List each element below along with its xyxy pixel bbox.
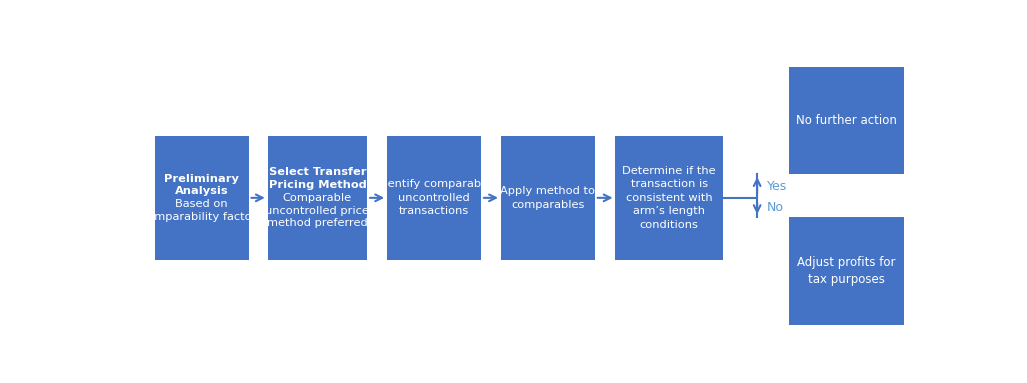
Text: Identify comparable
uncontrolled
transactions: Identify comparable uncontrolled transac… [377, 179, 491, 216]
Text: No further action: No further action [796, 114, 898, 127]
Text: Adjust profits for
tax purposes: Adjust profits for tax purposes [797, 255, 896, 286]
Text: Based on: Based on [176, 199, 228, 209]
Text: Apply method to
comparables: Apply method to comparables [500, 186, 596, 210]
Text: No: No [767, 201, 784, 214]
FancyBboxPatch shape [155, 136, 249, 260]
FancyBboxPatch shape [615, 136, 723, 260]
Text: method preferred: method preferred [267, 218, 368, 228]
FancyBboxPatch shape [268, 136, 368, 260]
FancyBboxPatch shape [789, 217, 905, 325]
Text: Analysis: Analysis [175, 187, 228, 196]
Text: comparability factors: comparability factors [141, 212, 262, 222]
FancyBboxPatch shape [501, 136, 595, 260]
Text: uncontrolled price: uncontrolled price [265, 206, 370, 216]
Text: Yes: Yes [767, 180, 787, 193]
FancyBboxPatch shape [789, 67, 905, 174]
Text: Comparable: Comparable [282, 193, 352, 203]
Text: Determine if the
transaction is
consistent with
arm’s length
conditions: Determine if the transaction is consiste… [622, 165, 716, 230]
Text: Select Transfer: Select Transfer [269, 167, 367, 177]
FancyBboxPatch shape [387, 136, 481, 260]
Text: Pricing Method: Pricing Method [268, 180, 367, 190]
Text: Preliminary: Preliminary [164, 174, 239, 184]
